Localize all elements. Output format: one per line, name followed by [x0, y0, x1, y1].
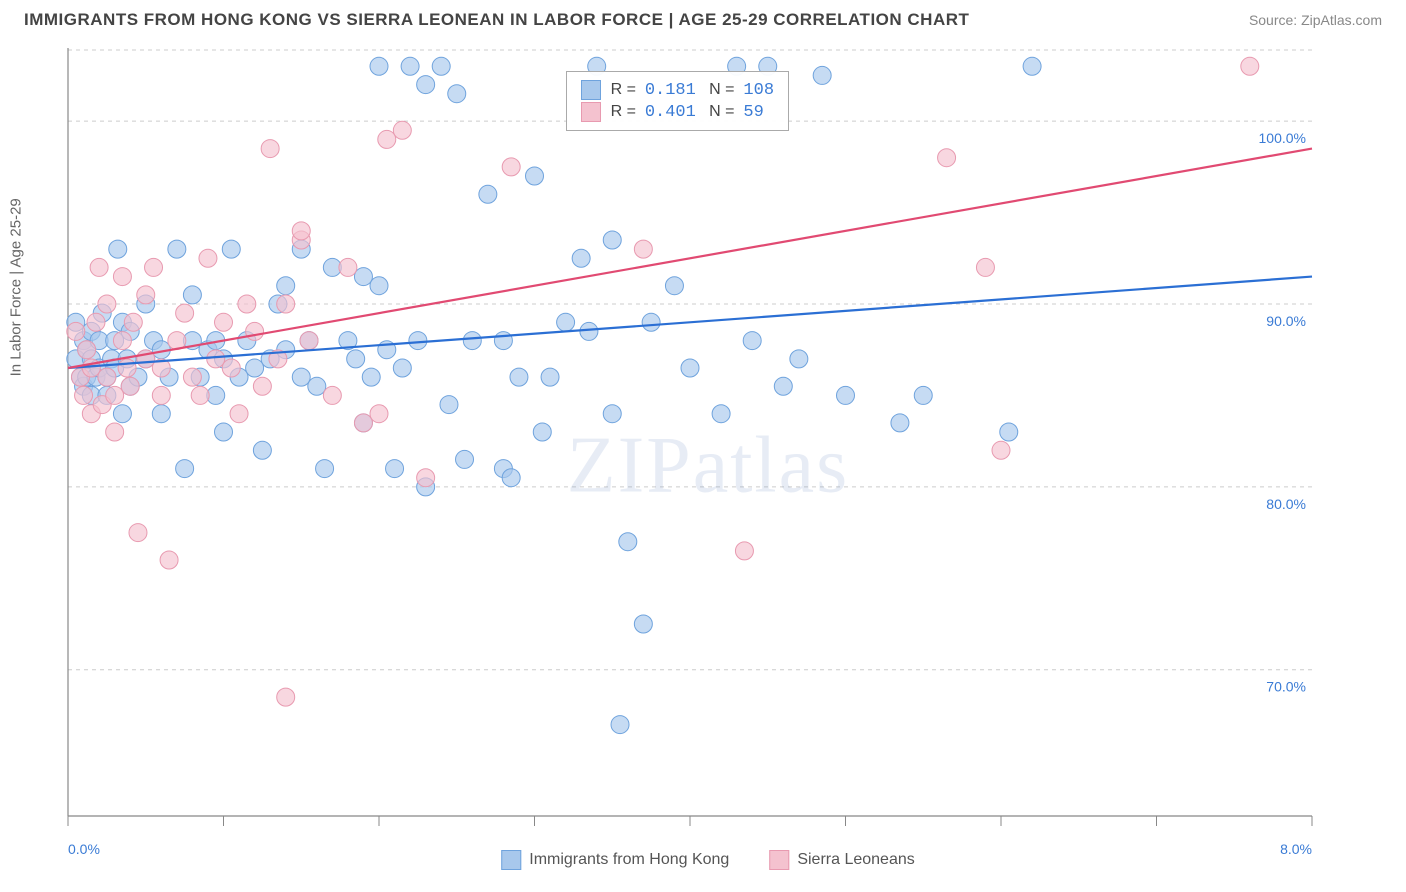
scatter-chart: 70.0% 80.0% 90.0% 100.0% 0.0% 8.0% — [24, 42, 1392, 872]
svg-text:90.0%: 90.0% — [1266, 313, 1306, 329]
chart-area: In Labor Force | Age 25-29 70.0%80.0%90.… — [24, 42, 1392, 872]
svg-text:0.0%: 0.0% — [68, 841, 100, 857]
legend-stat-text: R = 0.401 N = 59 — [611, 103, 764, 122]
legend-label-sl: Sierra Leoneans — [797, 851, 914, 869]
legend-stat-swatch — [581, 80, 601, 100]
svg-text:8.0%: 8.0% — [1280, 841, 1312, 857]
series-legend: Immigrants from Hong Kong Sierra Leonean… — [501, 850, 915, 870]
legend-stat-row: R = 0.401 N = 59 — [581, 102, 774, 122]
legend-swatch-sl — [769, 850, 789, 870]
svg-text:70.0%: 70.0% — [1266, 679, 1306, 695]
legend-label-hk: Immigrants from Hong Kong — [529, 851, 729, 869]
svg-text:100.0%: 100.0% — [1259, 130, 1306, 146]
y-axis-label: In Labor Force | Age 25-29 — [8, 198, 25, 376]
legend-item-sl: Sierra Leoneans — [769, 850, 914, 870]
legend-swatch-hk — [501, 850, 521, 870]
legend-stat-swatch — [581, 102, 601, 122]
svg-text:80.0%: 80.0% — [1266, 496, 1306, 512]
correlation-legend: R = 0.181 N = 108 R = 0.401 N = 59 — [566, 71, 789, 131]
source-label: Source: ZipAtlas.com — [1249, 12, 1382, 28]
legend-stat-text: R = 0.181 N = 108 — [611, 81, 774, 100]
chart-title: IMMIGRANTS FROM HONG KONG VS SIERRA LEON… — [24, 10, 969, 30]
legend-item-hk: Immigrants from Hong Kong — [501, 850, 729, 870]
legend-stat-row: R = 0.181 N = 108 — [581, 80, 774, 100]
